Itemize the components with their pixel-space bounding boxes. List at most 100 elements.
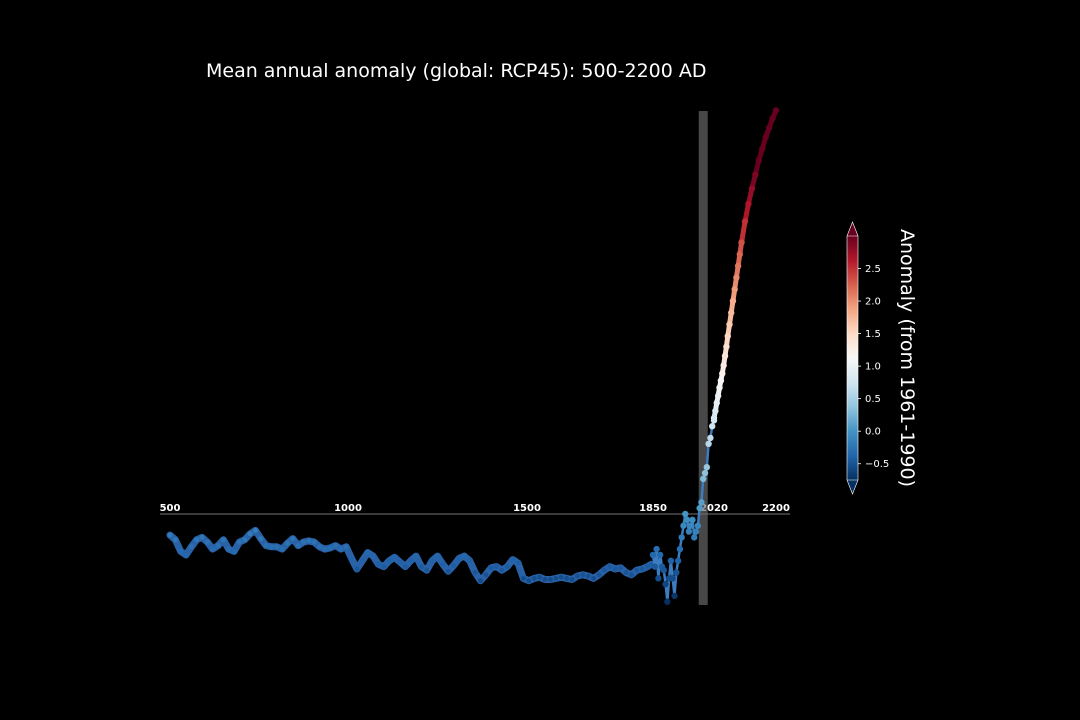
- proxy-point: [624, 570, 629, 575]
- instrumental-point: [689, 517, 695, 523]
- proxy-point: [586, 574, 591, 579]
- proxy-point: [435, 554, 440, 559]
- instrumental-point: [696, 505, 702, 511]
- instrumental-point: [679, 534, 685, 540]
- proxy-point: [365, 550, 370, 555]
- proxy-point: [505, 564, 510, 569]
- projection-point: [718, 377, 724, 383]
- x-tick-label-2200: 2200: [762, 503, 790, 514]
- instrumental-point: [709, 423, 715, 429]
- proxy-point: [640, 566, 645, 571]
- projection-point: [752, 172, 758, 178]
- proxy-point: [526, 578, 531, 583]
- colorbar-tick-label: 0.5: [865, 394, 881, 405]
- projection-point: [756, 157, 762, 163]
- proxy-point: [338, 547, 343, 552]
- x-tick-label-500: 500: [160, 503, 181, 514]
- projection-point: [737, 251, 743, 257]
- proxy-point: [242, 537, 247, 542]
- proxy-point: [414, 554, 419, 559]
- instrumental-point: [680, 523, 686, 529]
- proxy-point: [397, 559, 402, 564]
- proxy-point: [178, 549, 183, 554]
- proxy-point: [317, 544, 322, 549]
- proxy-point: [184, 552, 189, 557]
- proxy-point: [258, 536, 263, 541]
- proxy-point: [381, 564, 386, 569]
- proxy-point: [194, 537, 199, 542]
- colorbar-tick-label: 2.0: [865, 297, 881, 308]
- colorbar-tick-label: 0.0: [865, 427, 881, 438]
- proxy-point: [280, 547, 285, 552]
- proxy-point: [200, 535, 205, 540]
- instrumental-point: [700, 476, 706, 482]
- proxy-point: [264, 543, 269, 548]
- proxy-point: [462, 554, 467, 559]
- proxy-point: [564, 576, 569, 581]
- instrumental-point: [653, 546, 659, 552]
- instrumental-point: [686, 528, 692, 534]
- proxy-point: [253, 528, 258, 533]
- proxy-point: [629, 572, 634, 577]
- proxy-point: [371, 554, 376, 559]
- projection-point: [728, 310, 734, 316]
- proxy-point: [408, 558, 413, 563]
- instrumental-point: [705, 441, 711, 447]
- proxy-point: [210, 547, 215, 552]
- projection-point: [711, 415, 717, 421]
- proxy-point: [296, 543, 301, 548]
- x-tick-label-1850: 1850: [639, 503, 667, 514]
- instrumental-point: [707, 435, 713, 441]
- proxy-point: [269, 544, 274, 549]
- proxy-point: [446, 569, 451, 574]
- proxy-point: [333, 543, 338, 548]
- proxy-point: [591, 576, 596, 581]
- proxy-point: [467, 558, 472, 563]
- projection-point: [726, 321, 732, 327]
- colorbar-gradient: [847, 236, 858, 480]
- proxy-point: [580, 572, 585, 577]
- proxy-point: [521, 576, 526, 581]
- instrumental-point: [652, 563, 658, 569]
- proxy-point: [354, 566, 359, 571]
- instrumental-point: [695, 523, 701, 529]
- instrumental-point: [677, 546, 683, 552]
- proxy-point: [216, 543, 221, 548]
- proxy-point: [189, 544, 194, 549]
- proxy-point: [613, 566, 618, 571]
- proxy-point: [349, 556, 354, 561]
- instrumental-point: [670, 575, 676, 581]
- instrumental-point: [693, 528, 699, 534]
- projection-point: [715, 393, 721, 399]
- projection-point: [735, 263, 741, 269]
- projection-point: [733, 274, 739, 280]
- projection-point: [762, 134, 768, 140]
- proxy-point: [510, 557, 515, 562]
- instrumental-point: [657, 552, 663, 558]
- proxy-point: [575, 574, 580, 579]
- proxy-point: [553, 576, 558, 581]
- proxy-point: [290, 536, 295, 541]
- projection-point: [773, 107, 779, 113]
- proxy-point: [570, 577, 575, 582]
- instrumental-point: [682, 511, 688, 517]
- projection-point: [725, 333, 731, 339]
- proxy-point: [360, 558, 365, 563]
- proxy-point: [419, 564, 424, 569]
- instrumental-point: [704, 464, 710, 470]
- projection-point: [731, 286, 737, 292]
- proxy-point: [403, 564, 408, 569]
- proxy-point: [634, 568, 639, 573]
- x-tick-label-1500: 1500: [513, 503, 541, 514]
- projection-point: [769, 115, 775, 121]
- proxy-point: [248, 531, 253, 536]
- projection-point: [766, 125, 772, 131]
- proxy-point: [430, 558, 435, 563]
- proxy-point: [301, 540, 306, 545]
- proxy-point: [205, 540, 210, 545]
- proxy-point: [424, 568, 429, 573]
- projection-point: [730, 298, 736, 304]
- proxy-point: [376, 562, 381, 567]
- colorbar-extend-min: [847, 480, 858, 494]
